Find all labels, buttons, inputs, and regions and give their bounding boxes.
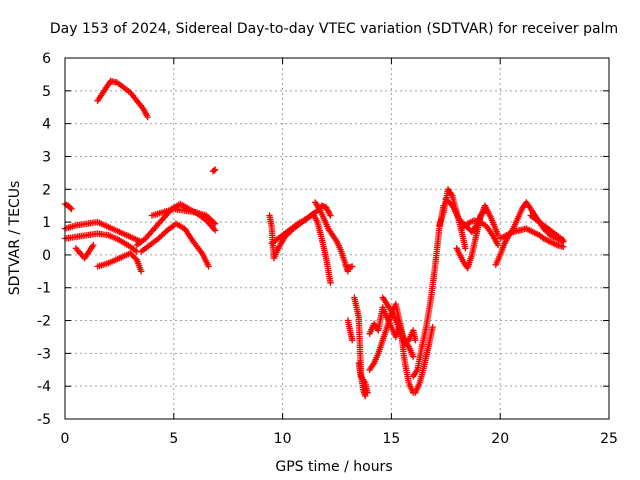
series-arc-14 xyxy=(344,263,356,272)
y-tick-label: 6 xyxy=(42,51,51,67)
y-tick-label: -3 xyxy=(37,346,51,362)
series-arc-5 xyxy=(94,250,145,275)
y-tick-label: -2 xyxy=(37,314,51,330)
series-arc-1 xyxy=(61,200,75,213)
y-tick-label: 0 xyxy=(42,248,51,264)
series-arc-20 xyxy=(379,294,417,360)
series-arc-10 xyxy=(209,166,219,175)
y-tick-label: -1 xyxy=(37,281,51,297)
series-arc-6 xyxy=(94,77,151,121)
series-points xyxy=(355,360,371,396)
series-arc-15 xyxy=(344,317,356,344)
series-arc-4 xyxy=(72,241,97,262)
x-tick-label: 0 xyxy=(61,431,70,447)
x-tick-label: 20 xyxy=(491,431,509,447)
y-tick-label: -4 xyxy=(37,379,51,395)
x-tick-label: 5 xyxy=(169,431,178,447)
series-arc-25 xyxy=(453,207,489,272)
series-points xyxy=(497,225,567,250)
series-arc-22 xyxy=(412,323,436,396)
series-arc-8 xyxy=(138,220,212,270)
y-tick-label: 1 xyxy=(42,215,51,231)
series-points xyxy=(344,317,356,344)
series-points xyxy=(138,220,212,270)
y-tick-label: 5 xyxy=(42,84,51,100)
axis-ticks: 0 5 10 15 20 25 -5 -4 -3 -2 -1 0 1 2 3 4 5 6 xyxy=(37,51,618,447)
y-tick-label: 2 xyxy=(42,182,51,198)
series-points xyxy=(268,210,334,286)
plot-frame xyxy=(64,57,610,420)
series-arc-26 xyxy=(457,217,502,249)
y-axis-label: SDTVAR / TECUs xyxy=(7,181,23,296)
y-tick-label: 3 xyxy=(42,149,51,165)
chart-title: Day 153 of 2024, Sidereal Day-to-day VTE… xyxy=(50,21,618,37)
series-arc-28 xyxy=(497,225,567,250)
series-points xyxy=(209,166,219,175)
grid xyxy=(65,58,609,419)
series-points xyxy=(61,200,75,213)
x-tick-label: 10 xyxy=(274,431,292,447)
series-points xyxy=(344,263,356,272)
series-arc-29 xyxy=(527,212,567,244)
series-points xyxy=(527,212,567,244)
series-points xyxy=(453,207,489,272)
series-points xyxy=(312,199,352,275)
x-axis-label: GPS time / hours xyxy=(275,459,392,475)
y-tick-label: 4 xyxy=(42,117,51,133)
series-arc-12 xyxy=(268,210,334,286)
series-points xyxy=(94,250,145,275)
x-tick-label: 25 xyxy=(600,431,618,447)
series-arc-13 xyxy=(312,199,352,275)
series-points xyxy=(72,241,97,262)
x-tick-label: 15 xyxy=(382,431,400,447)
data-marks xyxy=(61,77,567,400)
y-tick-label: -5 xyxy=(37,412,51,428)
series-arc-9 xyxy=(148,205,219,227)
series-points xyxy=(94,77,151,121)
series-points xyxy=(457,217,502,249)
series-points xyxy=(148,205,219,227)
series-points xyxy=(412,323,436,396)
series-points xyxy=(379,294,417,360)
series-arc-17 xyxy=(355,360,371,396)
